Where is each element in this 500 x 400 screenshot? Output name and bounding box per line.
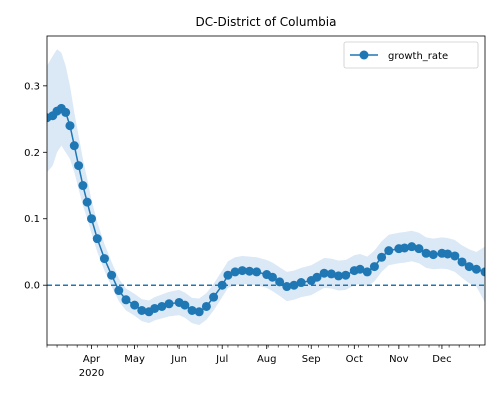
data-point — [217, 280, 227, 290]
x-year-label: 2020 — [79, 368, 104, 379]
data-point — [201, 301, 211, 311]
data-point — [164, 299, 174, 309]
data-point — [194, 307, 204, 317]
data-point — [341, 270, 351, 280]
data-point — [471, 264, 481, 274]
legend: growth_rate — [343, 41, 479, 69]
data-point — [230, 267, 240, 277]
y-tick-label: 0.3 — [24, 81, 40, 92]
data-point — [319, 268, 329, 278]
confidence-band-layer — [47, 49, 485, 326]
legend-box — [343, 41, 479, 69]
data-point — [99, 254, 109, 264]
data-point — [61, 107, 71, 117]
legend-entry-growth-rate: growth_rate — [388, 51, 448, 62]
data-point — [74, 161, 84, 171]
data-point — [180, 300, 190, 310]
y-tick-label: 0.0 — [24, 281, 40, 292]
data-point — [334, 271, 344, 281]
data-point — [384, 246, 394, 256]
data-point — [209, 292, 219, 302]
data-point — [65, 121, 75, 131]
data-point — [414, 244, 424, 254]
x-axis: Apr May Jun Jul Aug Sep Oct Nov Dec 2020 — [46, 345, 480, 379]
data-point — [82, 197, 92, 207]
data-point — [296, 278, 306, 288]
confidence-band — [47, 49, 485, 326]
data-point — [130, 300, 140, 310]
y-axis: 0.0 0.1 0.2 0.3 — [24, 81, 47, 292]
data-point — [223, 270, 233, 280]
data-point — [275, 277, 285, 287]
data-point — [150, 303, 160, 313]
plot-area-frame — [46, 35, 486, 346]
x-tick-label: Jul — [215, 354, 228, 365]
data-point — [121, 295, 131, 305]
x-tick-label: Aug — [257, 354, 277, 365]
data-point — [407, 242, 417, 252]
data-point — [114, 286, 124, 296]
x-tick-label: Apr — [83, 354, 101, 365]
data-point — [428, 250, 438, 260]
data-point — [282, 282, 292, 292]
data-point — [289, 280, 299, 290]
data-point — [450, 251, 460, 261]
x-tick-label: Jun — [170, 354, 187, 365]
x-tick-label: Dec — [432, 354, 451, 365]
data-point — [464, 262, 474, 272]
data-point — [362, 267, 372, 277]
data-point — [244, 266, 254, 276]
data-point — [137, 305, 147, 315]
x-tick-label: Sep — [302, 354, 321, 365]
data-point — [187, 305, 197, 315]
data-point — [157, 301, 167, 311]
data-point — [87, 214, 97, 224]
data-point — [69, 141, 79, 151]
x-tick-label: Oct — [346, 354, 363, 365]
data-point — [267, 272, 277, 282]
data-point — [312, 272, 322, 282]
chart-title: DC-District of Columbia — [196, 15, 337, 29]
data-point — [355, 264, 365, 274]
data-point — [421, 248, 431, 258]
y-tick-label: 0.2 — [24, 148, 40, 159]
data-point — [369, 262, 379, 272]
data-point — [480, 267, 485, 277]
data-point — [443, 249, 453, 259]
legend-marker-swatch — [359, 50, 369, 60]
x-tick-label: May — [124, 354, 145, 365]
data-point — [400, 243, 410, 253]
y-tick-label: 0.1 — [24, 214, 40, 225]
data-point — [252, 267, 262, 277]
data-point — [457, 257, 467, 267]
data-point — [92, 234, 102, 244]
data-point — [237, 266, 247, 276]
data-point — [78, 181, 88, 191]
data-point — [326, 269, 336, 279]
x-tick-label: Nov — [389, 354, 409, 365]
data-point — [107, 270, 117, 280]
data-point — [377, 252, 387, 262]
series-layer — [47, 103, 485, 317]
